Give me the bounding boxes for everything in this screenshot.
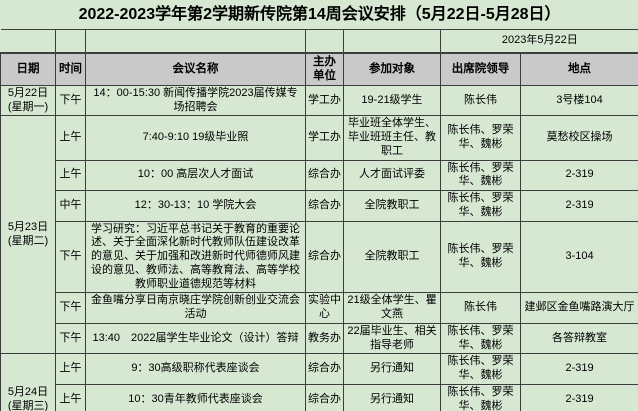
time-cell: 上午 [55,159,86,191]
subheader-row: 2023年5月22日 [0,29,638,54]
schedule-row: 中午 12：30-13：10 学院大会 综合办 全院教职工 陈长伟、罗荣华、魏彬… [1,190,638,222]
leaders-cell: 陈长伟、罗荣华、魏彬 [440,383,521,411]
empty-cell [55,29,86,54]
date-text: 5月23日 [7,221,49,233]
participants-cell: 全院教职工 [343,190,441,222]
meeting-name-cell: 金鱼嘴分享日南京晓庄学院创新创业交流会活动 [85,292,306,324]
participants-cell: 21级全体学生、瞿文燕 [343,292,441,324]
time-cell: 下午 [55,220,86,294]
schedule-row: 下午 金鱼嘴分享日南京晓庄学院创新创业交流会活动 实验中心 21级全体学生、瞿文… [1,292,638,324]
leaders-cell: 陈长伟、罗荣华、魏彬 [440,220,521,294]
empty-cell [305,29,344,54]
time-cell: 下午 [55,322,86,355]
participants-cell: 22届毕业生、相关指导老师 [343,322,441,355]
page-title: 2022-2023学年第2学期新传院第14周会议安排（5月22日-5月28日） [0,0,638,30]
weekday-text: (星期二) [7,234,49,247]
date-cell: 5月24日 (星期三) [0,353,56,411]
leaders-cell: 陈长伟 [440,292,521,324]
meeting-name-cell: 12：30-13：10 学院大会 [85,190,306,222]
empty-cell [0,29,56,54]
column-header-location: 地点 [519,51,638,86]
leaders-cell: 陈长伟、罗荣华、魏彬 [440,115,521,161]
organizer-cell: 综合办 [305,220,344,294]
location-cell: 3号楼104 [519,84,638,117]
organizer-cell: 学工办 [305,84,344,117]
date-note: 2023年5月22日 [439,29,638,54]
time-cell: 下午 [55,292,86,324]
organizer-cell: 综合办 [305,353,344,385]
empty-cell [85,29,306,54]
meeting-name-cell: 10：00 高层次人才面试 [85,159,306,191]
organizer-cell: 综合办 [305,383,344,411]
column-header-org: 主办单位 [305,51,344,86]
weekday-text: (星期三) [7,399,49,411]
time-cell: 上午 [55,353,86,385]
meeting-name-cell: 13:40 2022届学生毕业论文（设计）答辩 [85,322,306,355]
meeting-name-cell: 10：30青年教师代表座谈会 [85,383,306,411]
schedule-row: 5月24日 (星期三) 上午 9：30高级职称代表座谈会 综合办 另行通知 陈长… [0,353,638,411]
location-cell: 各答辩教室 [519,322,638,355]
participants-cell: 19-21级学生 [343,84,441,117]
participants-cell: 全院教职工 [343,220,441,294]
location-cell: 2-319 [519,383,638,411]
organizer-cell: 教务办 [305,322,344,355]
participants-cell: 人才面试评委 [343,159,441,191]
title-row: 2022-2023学年第2学期新传院第14周会议安排（5月22日-5月28日） [0,0,638,30]
column-header-time: 时间 [55,51,86,86]
column-header-row: 日期 时间 会议名称 主办单位 参加对象 出席院领导 地点 [0,51,638,86]
schedule-row: 上午 10：30青年教师代表座谈会 综合办 另行通知 陈长伟、罗荣华、魏彬 2-… [1,383,638,411]
column-header-participants: 参加对象 [343,51,441,86]
time-cell: 下午 [55,84,86,117]
schedule-row: 5月23日 (星期二) 上午 7:40-9:10 19级毕业照 学工办 毕业班全… [0,115,638,355]
column-header-name: 会议名称 [85,51,306,86]
time-cell: 上午 [55,115,86,161]
meeting-name-cell: 学习研究：习近平总书记关于教育的重要论述、关于全面深化新时代教师队伍建设改革的意… [85,220,306,294]
date-cell: 5月23日 (星期二) [0,115,56,355]
organizer-cell: 综合办 [305,159,344,191]
column-header-leaders: 出席院领导 [440,51,521,86]
location-cell: 莫愁校区操场 [519,115,638,161]
leaders-cell: 陈长伟、罗荣华、魏彬 [440,353,521,385]
schedule-row: 上午 10：00 高层次人才面试 综合办 人才面试评委 陈长伟、罗荣华、魏彬 2… [1,159,638,191]
leaders-cell: 陈长伟、罗荣华、魏彬 [440,322,521,355]
meeting-name-cell: 14：00-15:30 新闻传播学院2023届传媒专场招聘会 [85,84,306,117]
meeting-name-cell: 9：30高级职称代表座谈会 [85,353,306,385]
location-cell: 建邺区金鱼嘴路演大厅 [519,292,638,324]
time-cell: 中午 [55,190,86,222]
meeting-name-cell: 7:40-9:10 19级毕业照 [85,115,306,161]
weekday-text: (星期一) [7,100,49,113]
schedule-row: 下午 学习研究：习近平总书记关于教育的重要论述、关于全面深化新时代教师队伍建设改… [1,220,638,294]
location-cell: 3-104 [519,220,638,294]
leaders-cell: 陈长伟、罗荣华、魏彬 [440,159,521,191]
date-cell: 5月22日 (星期一) [0,84,56,117]
time-cell: 上午 [55,383,86,411]
leaders-cell: 陈长伟、罗荣华、魏彬 [440,190,521,222]
organizer-cell: 实验中心 [305,292,344,324]
location-cell: 2-319 [519,159,638,191]
date-text: 5月22日 [7,86,49,99]
location-cell: 2-319 [519,190,638,222]
schedule-row: 5月22日 (星期一) 下午 14：00-15:30 新闻传播学院2023届传媒… [0,84,638,117]
participants-cell: 另行通知 [343,353,441,385]
empty-cell [343,29,441,54]
organizer-cell: 学工办 [305,115,344,161]
leaders-cell: 陈长伟 [440,84,521,117]
organizer-cell: 综合办 [305,190,344,222]
participants-cell: 毕业班全体学生、毕业班班主任、教职工 [343,115,441,161]
participants-cell: 另行通知 [343,383,441,411]
column-header-date: 日期 [0,51,56,86]
date-text: 5月24日 [7,385,49,398]
schedule-row: 下午 13:40 2022届学生毕业论文（设计）答辩 教务办 22届毕业生、相关… [1,322,638,355]
location-cell: 2-319 [519,353,638,385]
